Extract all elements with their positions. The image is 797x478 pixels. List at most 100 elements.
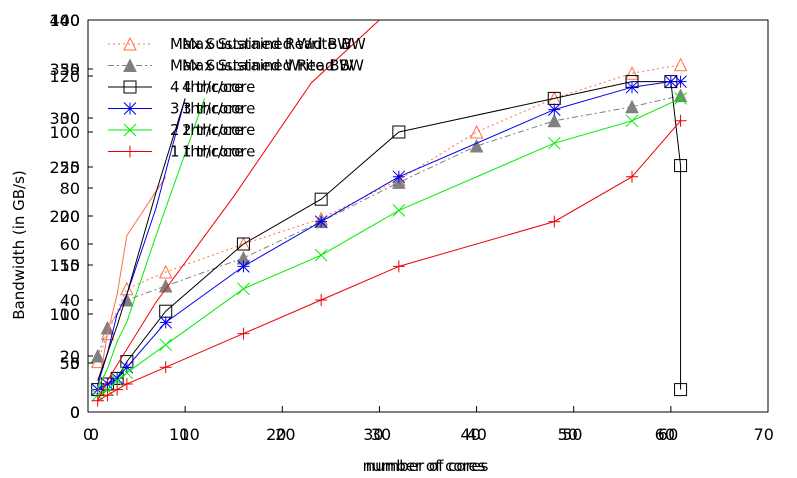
legend-entry: 2 thr/core (108, 121, 243, 139)
data-point (674, 383, 688, 397)
data-point (159, 361, 172, 374)
y-tick-label: 100 (49, 123, 80, 142)
y-axis-label: Bandwidth (in GB/s) (10, 170, 28, 320)
x-tick-label: 30 (363, 425, 383, 444)
tick-labels: 0 10 20 30 40 50 60 0 10 20 30 40 50 60 70 0 5 10 15 20 25 30… (49, 11, 774, 444)
legend-label: Max Sustained Write BW (170, 57, 354, 75)
x-tick-label: 10 (169, 425, 189, 444)
series-1-thr-core (91, 114, 687, 407)
y-tick-label: 30 (60, 109, 80, 128)
data-point (547, 136, 561, 150)
data-point (159, 338, 173, 352)
data-point (673, 57, 688, 72)
y-tick-label: 0 (70, 403, 80, 422)
data-point (392, 260, 405, 273)
data-point (314, 215, 328, 228)
x-tick-label-overlay: 10 (180, 425, 200, 444)
x-tick-label-overlay: 20 (275, 425, 295, 444)
y-tick-label: 150 (49, 256, 80, 275)
data-point (392, 125, 406, 139)
data-point (392, 170, 406, 184)
data-point (548, 215, 561, 228)
y-tick-label: 0 (70, 403, 80, 422)
data-point (111, 383, 124, 396)
y-tick-label: 20 (60, 347, 80, 366)
y-tick-label: 300 (49, 109, 80, 128)
legend-label-overlay: 4 thr/core (182, 78, 255, 96)
x-tick-label-overlay: 30 (371, 425, 391, 444)
y-tick-label: 100 (49, 305, 80, 324)
x-tick-label-overlay: 60 (658, 425, 678, 444)
y-tick-label: 80 (60, 179, 80, 198)
data-point (469, 124, 484, 139)
y-tick-label: 0 (70, 403, 80, 422)
y-tick-label: 40 (60, 11, 80, 30)
data-point (124, 145, 136, 158)
data-point (674, 159, 688, 173)
y-tick-label: 140 (49, 11, 80, 30)
data-point (120, 366, 134, 380)
data-point (120, 378, 133, 390)
x-axis-label: number of cores (363, 457, 486, 475)
x-axis-label-overlay: number of cores (366, 457, 489, 475)
y-tick-label: 250 (49, 158, 80, 177)
data-point (674, 114, 687, 127)
data-point (315, 294, 328, 306)
data-point (123, 80, 137, 94)
y-tick-label: 350 (49, 60, 80, 79)
legend-entry: Max Sustained Write BW (108, 57, 354, 75)
data-point (625, 114, 639, 128)
legend-label: 1 thr/core (170, 143, 243, 161)
legend-label: 2 thr/core (170, 121, 243, 139)
y-tick-label: 50 (60, 354, 80, 373)
data-point (123, 58, 137, 72)
series-max-sustained-write-bw (90, 88, 688, 363)
legend-label-overlay: 1 thr/core (182, 143, 255, 161)
legend-entry: Max Sustained Read BW (108, 35, 352, 53)
y-tick-label: 40 (60, 291, 80, 310)
y-tick-label: 35 (60, 60, 80, 79)
data-point (237, 282, 250, 296)
overlay-line (97, 19, 380, 401)
steep-overlay (97, 19, 380, 401)
y-tick-label: 120 (49, 67, 80, 86)
series-line (97, 95, 681, 357)
data-point (469, 138, 484, 153)
legend-label: 3 thr/core (170, 100, 243, 118)
data-point (392, 204, 406, 217)
y-tick-label: 25 (60, 158, 80, 177)
x-tick-label: 50 (558, 425, 578, 444)
legend-label-overlay: 2 thr/core (182, 121, 255, 139)
overlay-line (97, 98, 206, 389)
series-layer (90, 19, 688, 407)
data-point (674, 75, 687, 88)
data-point (314, 248, 328, 262)
x-tick-label: 0 (83, 425, 93, 444)
data-point (90, 348, 105, 363)
data-point (110, 374, 124, 387)
legend-entry: 4 thr/core (108, 78, 243, 96)
data-point (625, 80, 639, 94)
legend-label: Max Sustained Read BW (170, 35, 352, 53)
data-point (123, 36, 137, 51)
series-2-thr-core (91, 92, 687, 402)
overlay-line (97, 176, 167, 393)
x-tick-label-overlay: 70 (754, 425, 774, 444)
y-tick-label: 5 (70, 354, 80, 373)
data-point (123, 102, 137, 115)
plot-frame (87, 19, 769, 413)
y-tick-label: 10 (60, 305, 80, 324)
data-point (120, 360, 134, 374)
legend-label-overlay: Max Sustained Read BW (182, 57, 364, 75)
legend-label: 4 thr/core (170, 78, 243, 96)
data-point (674, 92, 687, 105)
x-tick-label: 60 (655, 425, 675, 444)
data-point (101, 377, 114, 391)
data-point (664, 75, 678, 88)
x-tick-label-overlay: 40 (467, 425, 487, 444)
x-tick-label-overlay: 50 (562, 425, 582, 444)
data-point (547, 103, 561, 116)
data-point (314, 192, 328, 206)
